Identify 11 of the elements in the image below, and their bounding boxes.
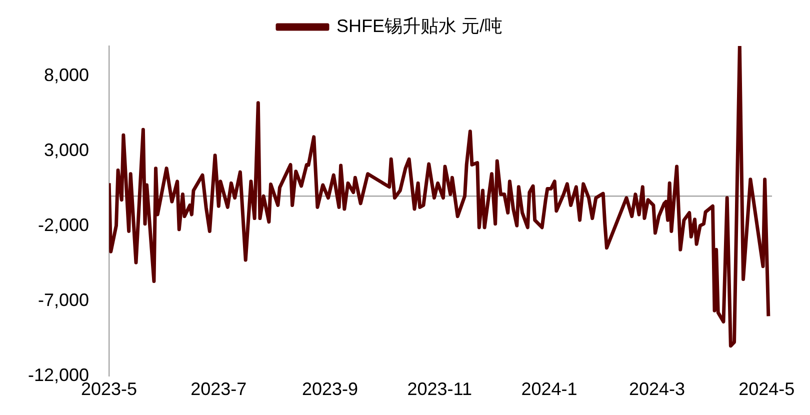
x-tick-label: 2023-11 <box>407 378 472 399</box>
x-tick-label: 2023-7 <box>190 378 247 399</box>
x-tick-label: 2024-5 <box>738 378 795 399</box>
y-tick-label: -7,000 <box>38 290 90 310</box>
y-tick-label: 8,000 <box>44 64 90 85</box>
legend-label: SHFE锡升贴水 元/吨 <box>336 16 503 36</box>
y-tick-label: -2,000 <box>38 215 90 236</box>
x-tick-label: 2024-1 <box>521 378 578 399</box>
x-tick-label: 2023-9 <box>302 378 358 399</box>
x-tick-label: 2024-3 <box>628 378 686 399</box>
y-tick-label: 3,000 <box>44 140 90 160</box>
